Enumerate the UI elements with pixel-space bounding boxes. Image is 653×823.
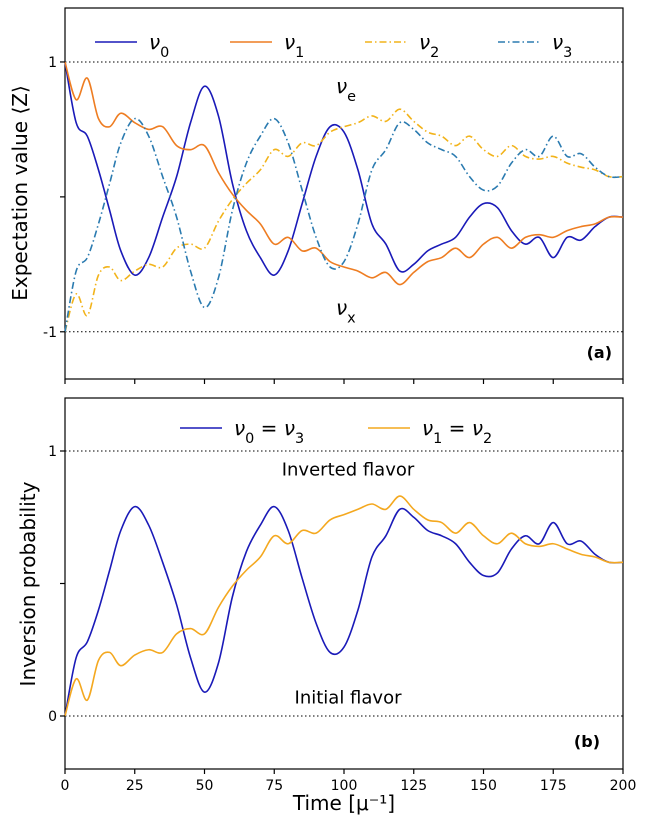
- series-line-0: [64, 61, 624, 276]
- series-line-1: [64, 61, 624, 286]
- panel-a-y-ticks: 1 -1: [43, 55, 65, 341]
- panel-b-reference-lines: [65, 450, 623, 717]
- y-tick-label: -1: [43, 325, 57, 341]
- panel-b-x-ticks: 0 25 50 75 100 125 150 175 200: [61, 769, 637, 794]
- panel-a-x-ticks: [64, 379, 624, 384]
- panel-a-series: [64, 61, 624, 333]
- legend-label-2: ν2: [419, 30, 439, 61]
- series-line-3: [64, 117, 624, 332]
- x-tick-label: 150: [470, 778, 497, 794]
- annotation-label: Inverted flavor: [282, 460, 415, 481]
- panel-b: 0 25 50 75 100 125 150 175 200 10 ν0 = ν3 ν1 = ν2…: [16, 397, 637, 815]
- panel-b-frame: [64, 397, 624, 770]
- x-tick-label: 25: [126, 778, 144, 794]
- x-tick-label: 50: [196, 778, 214, 794]
- x-tick-label: 75: [265, 778, 283, 794]
- panel-b-label: (b): [574, 732, 600, 751]
- legend-label-0: ν0: [149, 30, 169, 61]
- legend-label-0: ν0 = ν3: [234, 416, 304, 447]
- panel-a-legend: ν0 ν1 ν2 ν3: [95, 30, 572, 61]
- legend-label-3: ν3: [552, 30, 572, 61]
- panel-b-series: [64, 495, 624, 717]
- x-tick-label: 100: [331, 778, 358, 794]
- x-tick-label: 125: [400, 778, 427, 794]
- annotation-e: νe: [336, 74, 356, 105]
- x-tick-label: 175: [540, 778, 567, 794]
- annotation-x: νx: [336, 295, 356, 326]
- panel-a-label: (a): [587, 343, 612, 362]
- x-tick-label: 200: [610, 778, 637, 794]
- series-line-2: [64, 108, 624, 333]
- panel-a-annotations: νe νx: [336, 74, 356, 326]
- panel-b-y-axis-title: Inversion probability: [16, 481, 40, 686]
- legend-label-1: ν1: [284, 30, 304, 61]
- x-tick-label: 0: [61, 778, 70, 794]
- y-tick-label: 1: [48, 55, 57, 71]
- x-axis-title: Time [μ⁻¹]: [292, 791, 395, 815]
- panel-a-reference-lines: [65, 61, 623, 333]
- series-line-0: [64, 505, 624, 717]
- panel-a-frame: [64, 7, 624, 380]
- annotation-label: Initial flavor: [295, 687, 403, 708]
- panel-a-y-axis-title: Expectation value ⟨Z⟩: [8, 85, 32, 301]
- legend-label-1: ν1 = ν2: [422, 416, 492, 447]
- panel-b-annotations: Inverted flavor Initial flavor: [282, 460, 415, 709]
- y-tick-label: 0: [48, 709, 57, 725]
- panel-b-legend: ν0 = ν3 ν1 = ν2: [180, 416, 492, 447]
- panel-b-y-ticks: 10: [48, 444, 65, 725]
- series-line-1: [64, 495, 624, 717]
- y-tick-label: 1: [48, 444, 57, 460]
